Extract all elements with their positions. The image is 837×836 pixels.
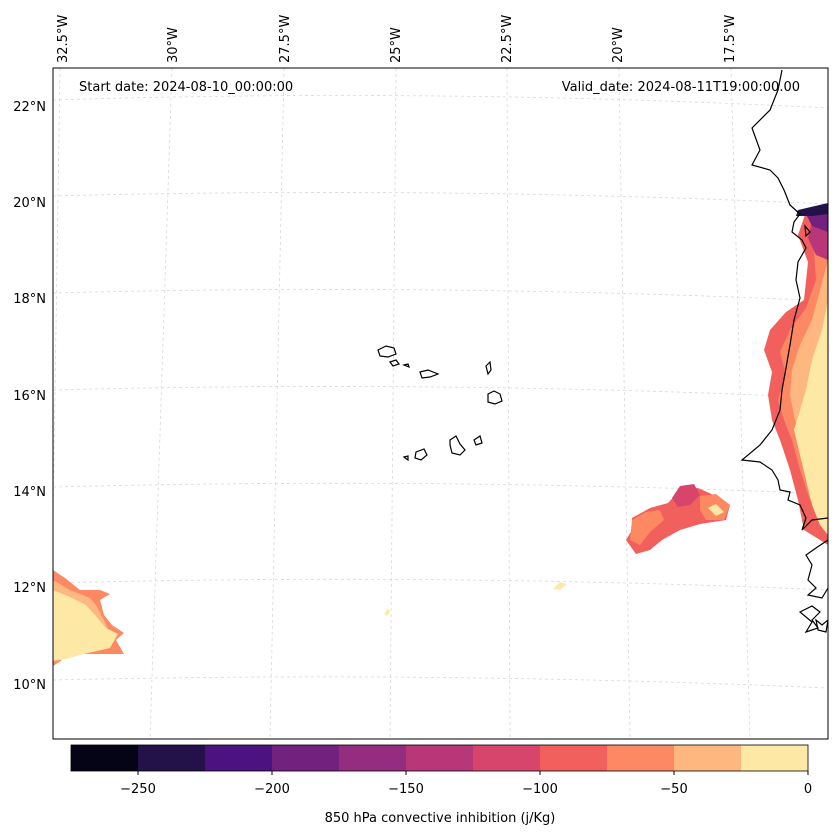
colorbar-tick-label: −150 — [388, 782, 424, 797]
colorbar-tick-label: −100 — [522, 782, 558, 797]
colorbar-segment — [71, 745, 138, 771]
longitude-label: 25°W — [389, 27, 404, 63]
longitude-label: 22.5°W — [500, 15, 515, 63]
colorbar-segment — [674, 745, 741, 771]
colorbar-segment — [406, 745, 473, 771]
map-frame — [52, 67, 829, 740]
cin-shade — [796, 203, 828, 216]
longitude-labels: 32.5°W 30°W 27.5°W 25°W 22.5°W 20°W 17.5… — [56, 15, 738, 63]
island-outline — [377, 345, 397, 358]
latitude-label: 14°N — [13, 485, 46, 500]
africa-coastline — [798, 605, 821, 634]
latitude-label: 12°N — [13, 581, 46, 596]
latitude-label: 22°N — [13, 100, 46, 115]
cin-shade — [794, 300, 828, 535]
africa-coastline — [815, 618, 828, 633]
latitude-label: 16°N — [13, 389, 46, 404]
latitude-label: 10°N — [13, 678, 46, 693]
island-outline — [389, 359, 400, 367]
colorbar-title: 850 hPa convective inhibition (j/Kg) — [325, 811, 556, 826]
colorbar-segment — [741, 745, 808, 771]
colorbar-tick-label: −200 — [254, 782, 290, 797]
coastlines — [377, 69, 828, 634]
island-outline — [414, 448, 428, 461]
colorbar-tick-label: 0 — [804, 782, 812, 797]
colorbar-segment — [205, 745, 272, 771]
africa-coastline — [805, 539, 828, 599]
longitude-label: 30°W — [166, 27, 181, 63]
longitude-label: 32.5°W — [56, 15, 71, 63]
colorbar-tick-label: −250 — [120, 782, 156, 797]
colorbar-ticks: −250 −200 −150 −100 −50 0 — [120, 771, 812, 797]
colorbar-tick-label: −50 — [660, 782, 687, 797]
africa-coastline — [740, 69, 828, 531]
colorbar — [70, 744, 809, 772]
island-outline — [485, 360, 492, 376]
colorbar-segment — [272, 745, 339, 771]
colorbar-frame — [70, 744, 809, 772]
colorbar-segment — [540, 745, 607, 771]
cin-shade — [672, 484, 700, 507]
colorbar-segment — [473, 745, 540, 771]
cin-field — [53, 203, 828, 666]
valid-date-label: Valid_date: 2024-08-11T19:00:00.00 — [562, 80, 800, 95]
longitude-label: 20°W — [611, 27, 626, 63]
map-area — [53, 68, 828, 739]
longitude-label: 27.5°W — [278, 15, 293, 63]
gridlines — [53, 68, 828, 739]
island-outline — [487, 390, 503, 405]
latitude-label: 20°N — [13, 196, 46, 211]
cin-shade — [53, 590, 118, 660]
map-background — [53, 68, 828, 739]
cin-shade — [553, 582, 567, 590]
cin-shade — [708, 504, 724, 516]
colorbar-segment — [138, 745, 205, 771]
africa-coastline — [804, 224, 811, 238]
island-outline — [419, 369, 440, 379]
start-date-label: Start date: 2024-08-10_00:00:00 — [79, 80, 293, 95]
longitude-label: 17.5°W — [723, 15, 738, 63]
island-outline — [473, 435, 483, 446]
latitude-labels: 22°N 20°N 18°N 16°N 14°N 12°N 10°N — [13, 100, 46, 693]
colorbar-segment — [607, 745, 674, 771]
cin-shade — [384, 608, 390, 616]
latitude-label: 18°N — [13, 292, 46, 307]
island-outline — [402, 455, 409, 462]
island-outline — [449, 435, 466, 456]
island-outline — [402, 363, 410, 369]
cin-shade — [630, 510, 664, 545]
colorbar-segment — [339, 745, 406, 771]
